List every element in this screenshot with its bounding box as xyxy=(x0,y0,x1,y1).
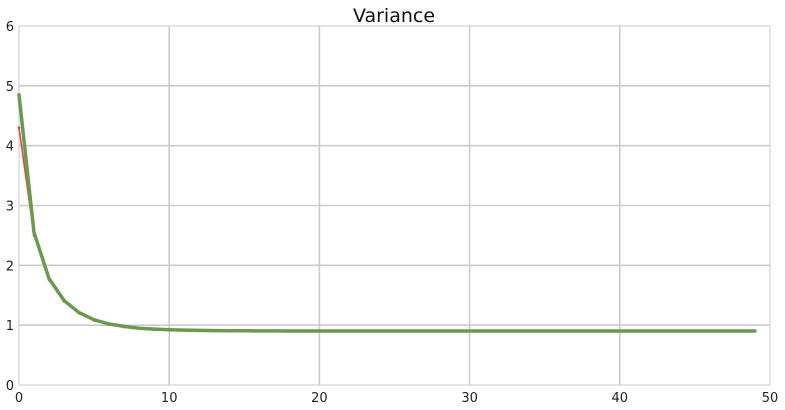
x-tick-label: 40 xyxy=(612,391,629,406)
x-tick-label: 50 xyxy=(762,391,779,406)
x-tick-label: 10 xyxy=(161,391,178,406)
x-tick-label: 20 xyxy=(311,391,328,406)
y-tick-label: 1 xyxy=(6,319,14,334)
y-tick-label: 5 xyxy=(6,80,14,95)
x-tick-label: 30 xyxy=(461,391,478,406)
y-tick-label: 6 xyxy=(6,20,14,35)
series-line-green xyxy=(17,93,757,333)
series-lines xyxy=(17,93,757,333)
y-tick-label: 3 xyxy=(6,200,14,215)
x-tick-label: 0 xyxy=(15,391,23,406)
y-tick-label: 2 xyxy=(6,259,14,274)
grid-lines xyxy=(19,26,770,385)
y-tick-label: 4 xyxy=(6,140,14,155)
series-point-red xyxy=(17,126,21,130)
axis-ticks: 0 1 2 3 4 5 6 0 10 20 30 40 50 xyxy=(6,20,779,406)
chart-title: Variance xyxy=(353,5,435,27)
y-tick-label: 0 xyxy=(6,379,14,394)
